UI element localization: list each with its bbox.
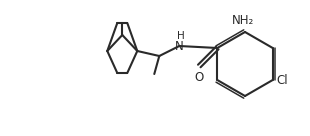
Text: H: H (177, 31, 185, 41)
Text: Cl: Cl (277, 73, 288, 86)
Text: N: N (175, 39, 184, 52)
Text: NH₂: NH₂ (232, 14, 254, 27)
Text: O: O (195, 71, 204, 84)
